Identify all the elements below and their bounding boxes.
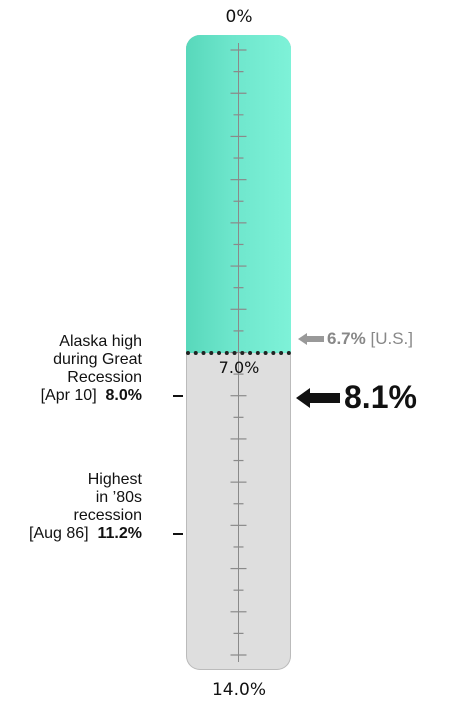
arrow-left-icon [296,387,340,408]
us-marker-value: 6.7% [327,328,366,348]
annotation-detail-line: [Apr 10] 8.0% [41,387,142,405]
annotation-tick [173,533,183,535]
annotation-value: 8.0% [105,386,142,404]
annotation-value: 11.2% [97,525,142,542]
scale-min-label: 0% [225,7,253,27]
annotation-line: in ’80s [95,489,142,506]
arrow-left-icon [298,333,324,346]
annotation-80s-recession: Highest in ’80s recession [Aug 86] 11.2% [29,471,142,543]
annotation-line: Recession [67,368,142,386]
us-marker-label: [U.S.] [370,328,413,348]
alaska-marker: 8.1% [296,379,417,416]
us-marker: 6.7% [U.S.] [298,329,413,349]
alaska-marker-value: 8.1% [344,379,417,416]
annotation-line: during Great [53,350,142,368]
annotation-line: recession [73,507,142,524]
annotation-great-recession: Alaska high during Great Recession [Apr … [41,333,142,405]
annotation-line: Alaska high [59,332,142,350]
annotation-line: Highest [87,471,142,488]
fill-level-line [186,350,291,355]
annotation-tick [173,394,183,397]
annotation-detail-line: [Aug 86] 11.2% [29,525,142,543]
fill-level-value: 7.0% [218,357,260,377]
annotation-date: [Apr 10] [40,386,97,404]
annotation-date: [Aug 86] [29,525,89,542]
scale-max-label: 14.0% [211,680,266,700]
